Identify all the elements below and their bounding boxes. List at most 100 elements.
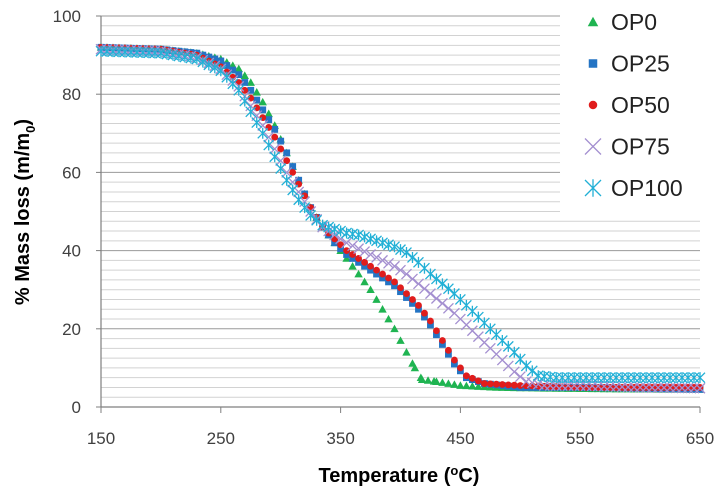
- data-point: [385, 274, 392, 282]
- data-point: [546, 383, 554, 390]
- data-point: [355, 258, 362, 266]
- data-point: [430, 293, 442, 304]
- data-point: [468, 374, 476, 382]
- data-point: [287, 176, 299, 188]
- legend-item-op100: OP100: [584, 175, 683, 201]
- data-point: [241, 79, 249, 86]
- data-point: [410, 363, 420, 372]
- data-point: [413, 278, 424, 290]
- data-point: [209, 62, 221, 74]
- data-point: [384, 314, 393, 323]
- data-point: [240, 71, 249, 79]
- data-point: [343, 251, 350, 258]
- data-point: [283, 149, 291, 157]
- data-point: [289, 169, 297, 176]
- data-point: [407, 273, 418, 285]
- x-axis-title: Temperature (oC): [319, 463, 480, 487]
- data-point: [450, 380, 459, 388]
- data-point: [293, 186, 305, 198]
- data-point: [342, 254, 351, 262]
- axes: [96, 15, 701, 413]
- x-tick-label: 150: [87, 429, 115, 448]
- data-point: [439, 341, 446, 348]
- data-point: [444, 379, 453, 387]
- data-point: [389, 241, 400, 253]
- legend-item-op0: OP0: [587, 9, 657, 35]
- data-point: [564, 383, 572, 391]
- data-point: [445, 346, 452, 354]
- data-point: [263, 139, 275, 151]
- data-point: [457, 364, 464, 372]
- data-point: [293, 194, 305, 206]
- data-point: [498, 381, 506, 388]
- data-point: [379, 270, 386, 278]
- data-point: [253, 96, 261, 104]
- data-point: [397, 284, 404, 292]
- legend-marker: [588, 100, 598, 110]
- x-tick-label: 450: [446, 429, 474, 448]
- data-point: [343, 247, 350, 255]
- data-point: [514, 371, 526, 383]
- data-point: [241, 86, 249, 94]
- data-point: [436, 297, 448, 309]
- data-point: [281, 166, 293, 178]
- legend-item-op50: OP50: [588, 92, 670, 118]
- data-point: [359, 246, 371, 258]
- data-point: [432, 377, 441, 385]
- series-op100: [95, 45, 706, 384]
- data-point: [245, 106, 257, 118]
- data-point: [436, 278, 448, 290]
- y-tick-label: 80: [62, 85, 81, 104]
- data-point: [424, 288, 436, 300]
- data-point: [433, 327, 440, 335]
- data-point: [341, 237, 353, 249]
- data-point: [257, 120, 269, 131]
- data-point: [371, 235, 382, 247]
- data-point: [235, 71, 243, 79]
- data-point: [335, 225, 347, 237]
- data-point: [409, 299, 416, 307]
- x-tick-labels: 150 250 350 450 550 650: [87, 429, 714, 448]
- data-point: [373, 270, 380, 278]
- data-point: [439, 337, 446, 344]
- data-point: [295, 176, 303, 184]
- data-point: [390, 324, 399, 333]
- data-point: [433, 331, 440, 339]
- y-tick-label: 20: [62, 320, 81, 339]
- y-axis-title: % Mass loss (m/m0): [12, 119, 38, 305]
- data-point: [415, 301, 422, 309]
- data-point: [391, 278, 398, 286]
- y-tick-label: 0: [72, 398, 81, 417]
- x-tick-label: 550: [566, 429, 594, 448]
- data-point: [395, 264, 406, 276]
- data-point: [197, 56, 209, 68]
- data-point: [403, 290, 410, 298]
- data-point: [451, 356, 458, 364]
- data-point: [289, 163, 297, 170]
- data-point: [401, 247, 412, 259]
- data-point: [360, 277, 369, 286]
- data-point: [552, 383, 560, 391]
- legend-item-op75: OP75: [584, 134, 670, 160]
- data-point: [257, 127, 269, 139]
- data-point: [427, 317, 434, 325]
- data-point: [442, 302, 454, 314]
- data-point: [277, 145, 285, 153]
- data-point: [474, 382, 483, 390]
- data-point: [361, 258, 368, 266]
- data-point: [389, 260, 400, 272]
- data-point: [383, 257, 394, 269]
- data-point: [468, 381, 477, 390]
- data-point: [462, 372, 470, 380]
- data-point: [259, 106, 267, 114]
- data-point: [246, 78, 255, 86]
- data-point: [492, 380, 500, 388]
- data-point: [353, 229, 365, 241]
- data-point: [361, 262, 368, 270]
- data-point: [378, 305, 387, 313]
- data-point: [353, 243, 365, 255]
- data-point: [349, 255, 356, 262]
- data-point: [252, 88, 261, 96]
- data-point: [600, 384, 608, 391]
- legend: OP0 OP25 OP50 OP75 OP100: [584, 9, 683, 201]
